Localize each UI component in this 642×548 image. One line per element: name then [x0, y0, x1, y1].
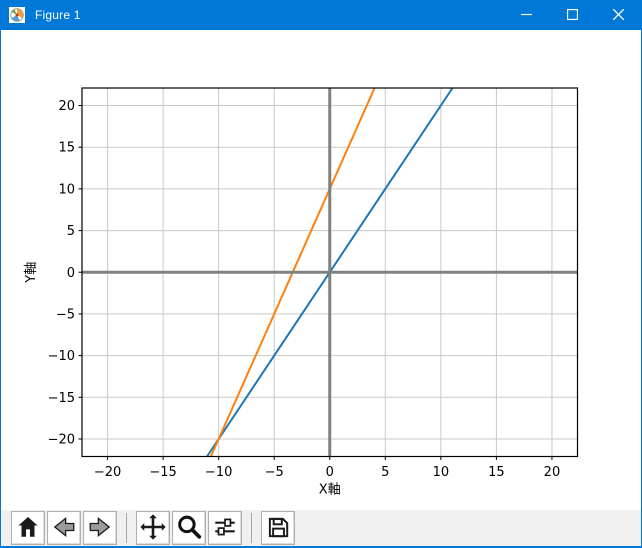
y-axis-label: Y軸 — [24, 262, 39, 284]
x-tick-label: 0 — [326, 465, 334, 480]
x-tick-label: 5 — [381, 465, 389, 480]
plot-svg[interactable]: −20 −15 −10 −5 0 5 10 15 20 −20 −15 −10 −5 0 5 10 15 20 X軸… — [1, 30, 641, 510]
home-icon — [15, 514, 41, 543]
toolbar-separator — [126, 513, 127, 543]
back-icon — [51, 514, 77, 543]
zoom-icon — [175, 513, 203, 544]
matplotlib-icon — [9, 7, 25, 23]
y-tick-label: 20 — [58, 99, 75, 114]
titlebar[interactable]: Figure 1 — [1, 0, 641, 30]
x-tick-label: 10 — [433, 465, 450, 480]
subplots-icon — [212, 514, 238, 543]
home-button[interactable] — [11, 511, 45, 545]
x-tick-label: 20 — [544, 465, 561, 480]
window-controls — [503, 0, 641, 30]
figure-canvas[interactable]: −20 −15 −10 −5 0 5 10 15 20 −20 −15 −10 −5 0 5 10 15 20 X軸… — [1, 30, 641, 510]
y-tick-label: −5 — [56, 307, 75, 322]
y-tick-label: 15 — [58, 141, 75, 156]
y-tick-label: 5 — [67, 224, 75, 239]
x-tick-label: −15 — [149, 465, 176, 480]
x-tick-label: −10 — [205, 465, 232, 480]
minimize-icon — [520, 8, 532, 23]
x-tick-label: 15 — [488, 465, 505, 480]
y-tick-label: −15 — [48, 391, 75, 406]
configure-subplots-button[interactable] — [208, 511, 242, 545]
maximize-button[interactable] — [549, 0, 595, 30]
pan-icon — [139, 513, 167, 544]
minimize-button[interactable] — [503, 0, 549, 30]
forward-button[interactable] — [83, 511, 117, 545]
x-tick-label: −5 — [265, 465, 284, 480]
x-tick-label: −20 — [94, 465, 121, 480]
save-icon — [265, 514, 291, 543]
y-tick-label: 0 — [67, 266, 75, 281]
y-tick-label: −10 — [48, 349, 75, 364]
pan-button[interactable] — [136, 511, 170, 545]
navigation-toolbar — [1, 510, 641, 546]
back-button[interactable] — [47, 511, 81, 545]
close-icon — [612, 8, 624, 23]
save-button[interactable] — [261, 511, 295, 545]
close-button[interactable] — [595, 0, 641, 30]
zoom-button[interactable] — [172, 511, 206, 545]
y-tick-label: −20 — [48, 432, 75, 447]
x-axis-label: X軸 — [319, 483, 341, 498]
forward-icon — [87, 514, 113, 543]
maximize-icon — [566, 8, 578, 23]
window-title: Figure 1 — [35, 8, 81, 22]
toolbar-separator — [251, 513, 252, 543]
y-tick-label: 10 — [58, 182, 75, 197]
